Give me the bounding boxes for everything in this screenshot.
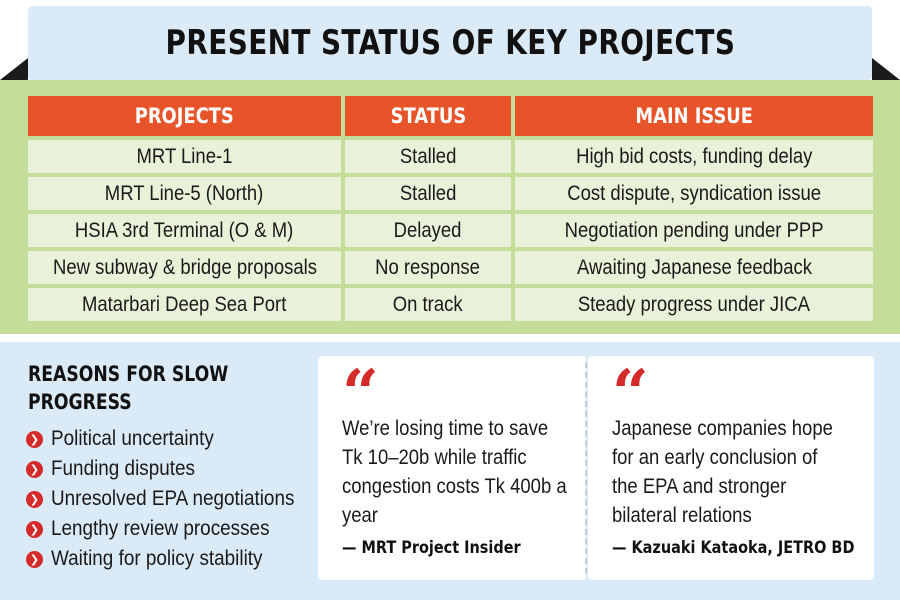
title-banner: PRESENT STATUS OF KEY PROJECTS bbox=[28, 6, 872, 80]
quote-mark-icon: “ bbox=[612, 356, 649, 431]
page-title: PRESENT STATUS OF KEY PROJECTS bbox=[165, 23, 735, 63]
quote-text: Japanese companies hope for an early con… bbox=[612, 417, 833, 527]
projects-table: PROJECTS STATUS MAIN ISSUE MRT Line-1 St… bbox=[28, 96, 873, 321]
cell-project: MRT Line-5 (North) bbox=[28, 177, 341, 210]
cell-status: No response bbox=[345, 251, 511, 284]
cell-issue: Negotiation pending under PPP bbox=[515, 214, 873, 247]
cell-status: Delayed bbox=[345, 214, 511, 247]
cell-project: HSIA 3rd Terminal (O & M) bbox=[28, 214, 341, 247]
header-projects: PROJECTS bbox=[28, 96, 341, 136]
banner-fold-left bbox=[0, 58, 28, 80]
chevron-right-icon: ❯ bbox=[26, 520, 43, 538]
list-item: ❯ Political uncertainty bbox=[26, 424, 321, 454]
header-main-issue: MAIN ISSUE bbox=[515, 96, 873, 136]
banner-fold-right bbox=[872, 58, 900, 80]
list-item: ❯ Waiting for policy stability bbox=[26, 544, 321, 574]
cell-issue: Cost dispute, syndication issue bbox=[515, 177, 873, 210]
quote-attribution: — Kazuaki Kataoka, JETRO BD bbox=[612, 538, 855, 558]
cell-project: MRT Line-1 bbox=[28, 140, 341, 173]
quote-divider bbox=[585, 362, 587, 574]
list-item: ❯ Funding disputes bbox=[26, 454, 321, 484]
header-status: STATUS bbox=[345, 96, 511, 136]
cell-status: On track bbox=[345, 288, 511, 321]
quote-attribution: — MRT Project Insider bbox=[342, 538, 521, 558]
chevron-right-icon: ❯ bbox=[26, 490, 43, 508]
quote-card-jetro: “ Japanese companies hope for an early c… bbox=[588, 356, 874, 580]
reasons-list: ❯ Political uncertainty ❯ Funding disputes… bbox=[26, 424, 321, 574]
quote-text: We’re losing time to save Tk 10–20b whil… bbox=[342, 417, 567, 527]
list-item: ❯ Lengthy review processes bbox=[26, 514, 321, 544]
reasons-heading: REASONS FOR SLOW PROGRESS bbox=[28, 362, 229, 414]
cell-issue: Steady progress under JICA bbox=[515, 288, 873, 321]
chevron-right-icon: ❯ bbox=[26, 550, 43, 568]
chevron-right-icon: ❯ bbox=[26, 430, 43, 448]
cell-issue: High bid costs, funding delay bbox=[515, 140, 873, 173]
cell-project: Matarbari Deep Sea Port bbox=[28, 288, 341, 321]
quote-card-mrt-insider: “ We’re losing time to save Tk 10–20b wh… bbox=[318, 356, 586, 580]
cell-project: New subway & bridge proposals bbox=[28, 251, 341, 284]
list-item: ❯ Unresolved EPA negotiations bbox=[26, 484, 321, 514]
cell-issue: Awaiting Japanese feedback bbox=[515, 251, 873, 284]
cell-status: Stalled bbox=[345, 177, 511, 210]
chevron-right-icon: ❯ bbox=[26, 460, 43, 478]
cell-status: Stalled bbox=[345, 140, 511, 173]
quote-mark-icon: “ bbox=[342, 356, 379, 431]
